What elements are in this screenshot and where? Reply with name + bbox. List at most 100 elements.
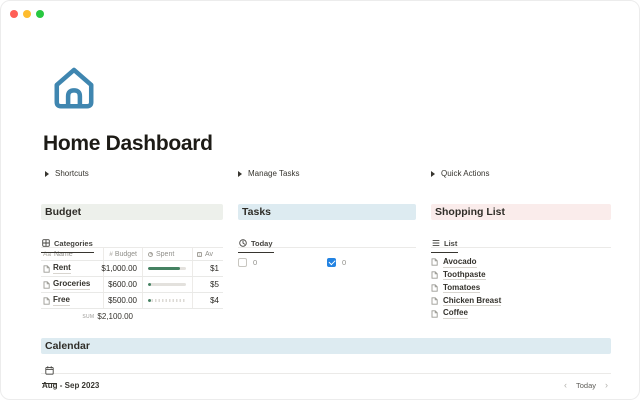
zoom-button-icon[interactable] bbox=[36, 10, 44, 18]
sum-row[interactable]: sum $2,100.00 bbox=[41, 309, 143, 324]
page-icon bbox=[431, 284, 438, 292]
page-link[interactable]: Rent bbox=[53, 263, 71, 274]
board-view-icon bbox=[239, 239, 247, 247]
shopping-tabbar: List bbox=[431, 233, 611, 253]
page-content: Home Dashboard Shortcuts Manage Tasks Qu… bbox=[41, 1, 611, 399]
tab-calendar-view[interactable] bbox=[42, 361, 57, 384]
column-header-name[interactable]: Aa Name bbox=[41, 248, 104, 260]
toggle-label: Quick Actions bbox=[441, 169, 490, 178]
text-type-icon: Aa bbox=[43, 250, 51, 258]
list-item[interactable]: Tomatoes bbox=[431, 282, 611, 295]
shopping-list-section: Shopping List List Avocado bbox=[431, 204, 611, 324]
traffic-lights bbox=[10, 10, 44, 18]
spent-cell bbox=[143, 261, 193, 276]
budget-table-header: Aa Name # Budget Spent Σ bbox=[41, 248, 223, 261]
chevron-left-icon[interactable]: ‹ bbox=[563, 379, 567, 390]
budget-section: Budget Categories Aa Name bbox=[41, 204, 223, 324]
calendar-view-icon bbox=[45, 366, 54, 375]
toggle-shortcuts[interactable]: Shortcuts bbox=[45, 169, 89, 178]
toggle-triangle-icon bbox=[45, 170, 49, 177]
progress-fill bbox=[148, 298, 151, 303]
progress-fill bbox=[148, 266, 180, 271]
list-item[interactable]: Avocado bbox=[431, 256, 611, 269]
formula-icon: Σ bbox=[197, 251, 202, 257]
page-link[interactable]: Toothpaste bbox=[443, 269, 486, 281]
page-link[interactable]: Coffee bbox=[443, 308, 468, 319]
shopping-items: Avocado Toothpaste Tomatoes Chicken Brea… bbox=[431, 256, 611, 320]
list-view-icon bbox=[432, 240, 440, 246]
budget-cell[interactable]: $600.00 bbox=[104, 277, 143, 292]
list-item[interactable]: Coffee bbox=[431, 307, 611, 320]
page-link[interactable]: Groceries bbox=[53, 279, 91, 290]
budget-cell[interactable]: $500.00 bbox=[104, 293, 143, 308]
page-link[interactable]: Chicken Breast bbox=[443, 295, 502, 307]
table-row: Free $500.00 $4 bbox=[41, 293, 223, 309]
calendar-heading: Calendar bbox=[41, 338, 611, 354]
tab-list[interactable]: List bbox=[431, 238, 459, 253]
toggle-label: Manage Tasks bbox=[248, 169, 300, 178]
house-icon[interactable] bbox=[45, 59, 103, 119]
list-item[interactable]: Toothpaste bbox=[431, 269, 611, 282]
page-icon bbox=[431, 271, 438, 279]
page-link[interactable]: Avocado bbox=[443, 257, 477, 268]
sum-value: $2,100.00 bbox=[97, 312, 133, 321]
task-groups: 0 0 bbox=[238, 258, 416, 267]
toggle-manage-tasks[interactable]: Manage Tasks bbox=[238, 169, 299, 178]
page-icon bbox=[43, 297, 50, 305]
rollup-ring-icon bbox=[148, 251, 153, 257]
minimize-button-icon[interactable] bbox=[23, 10, 31, 18]
tasks-tabbar: Today bbox=[238, 233, 416, 253]
page-icon bbox=[431, 310, 438, 318]
checkbox-unchecked-icon[interactable] bbox=[238, 258, 247, 267]
budget-heading: Budget bbox=[41, 204, 223, 220]
column-header-budget[interactable]: # Budget bbox=[104, 248, 143, 260]
table-row: Groceries $600.00 $5 bbox=[41, 277, 223, 293]
tasks-heading: Tasks bbox=[238, 204, 416, 220]
calendar-range-label: Aug - Sep 2023 bbox=[42, 380, 100, 390]
shopping-list-heading: Shopping List bbox=[431, 204, 611, 220]
page-icon bbox=[43, 281, 50, 289]
page-link[interactable]: Tomatoes bbox=[443, 282, 481, 294]
page-link[interactable]: Free bbox=[53, 295, 70, 306]
page-icon bbox=[431, 258, 438, 266]
today-button[interactable]: Today bbox=[575, 380, 596, 390]
calendar-tabbar bbox=[41, 360, 611, 384]
column-header-available[interactable]: Σ Av bbox=[193, 248, 223, 260]
page-icon bbox=[431, 297, 438, 305]
toggle-triangle-icon bbox=[431, 170, 435, 177]
sum-label: sum bbox=[82, 313, 95, 320]
budget-cell[interactable]: $1,000.00 bbox=[101, 261, 143, 276]
tab-label: Today bbox=[251, 238, 273, 248]
table-view-icon bbox=[42, 239, 50, 247]
progress-track bbox=[148, 298, 186, 303]
close-button-icon[interactable] bbox=[10, 10, 18, 18]
progress-fill bbox=[148, 282, 152, 287]
toggle-triangle-icon bbox=[238, 170, 242, 177]
page-icon bbox=[43, 265, 50, 273]
group-done[interactable]: 0 bbox=[327, 258, 416, 267]
budget-table: Aa Name # Budget Spent Σ bbox=[41, 248, 223, 324]
dashboard-columns: Budget Categories Aa Name bbox=[41, 204, 611, 324]
column-header-spent[interactable]: Spent bbox=[143, 248, 193, 260]
tab-label: List bbox=[444, 238, 458, 248]
page-title: Home Dashboard bbox=[43, 132, 213, 155]
table-row: Rent $1,000.00 $1 bbox=[41, 261, 223, 277]
tasks-section: Tasks Today 0 bbox=[238, 204, 416, 324]
available-cell[interactable]: $1 bbox=[193, 261, 223, 276]
available-cell[interactable]: $5 bbox=[193, 277, 223, 292]
spent-cell bbox=[143, 277, 193, 292]
group-count: 0 bbox=[342, 258, 347, 267]
tab-today[interactable]: Today bbox=[238, 239, 274, 253]
progress-track bbox=[148, 282, 186, 287]
tab-categories[interactable]: Categories bbox=[41, 239, 94, 253]
toggle-quick-actions[interactable]: Quick Actions bbox=[431, 169, 489, 178]
progress-track bbox=[148, 266, 186, 271]
calendar-toolbar: Aug - Sep 2023 ‹ Today › bbox=[41, 378, 611, 392]
chevron-right-icon[interactable]: › bbox=[605, 379, 608, 390]
checkbox-checked-icon[interactable] bbox=[327, 258, 336, 267]
available-cell[interactable]: $4 bbox=[193, 293, 223, 308]
spent-cell bbox=[143, 293, 193, 308]
list-item[interactable]: Chicken Breast bbox=[431, 294, 611, 307]
group-not-done[interactable]: 0 bbox=[238, 258, 327, 267]
